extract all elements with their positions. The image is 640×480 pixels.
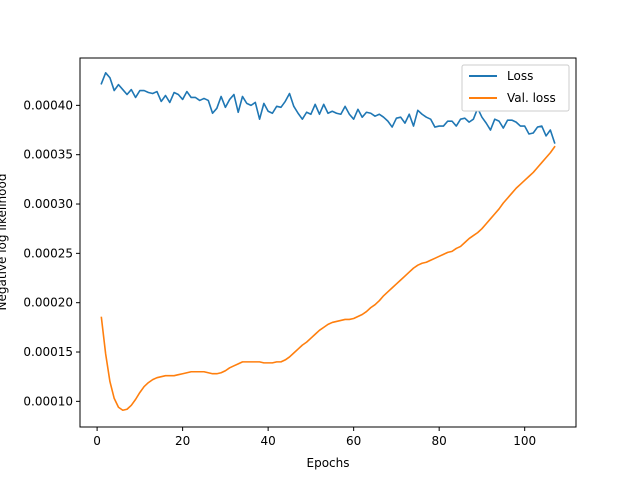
plot-area: [79, 57, 577, 428]
legend-label-val-loss: Val. loss: [507, 91, 556, 105]
x-tick-label: 0: [93, 434, 101, 448]
legend-label-loss: Loss: [507, 69, 533, 83]
y-tick-label: 0.00010: [23, 394, 73, 408]
x-tick-label: 20: [175, 434, 190, 448]
x-tick-label: 100: [513, 434, 536, 448]
y-tick-label: 0.00040: [23, 98, 73, 112]
series-line-val-loss: [100, 145, 556, 412]
y-tick-label: 0.00020: [23, 296, 73, 310]
y-axis-label: Negative log likelihood: [0, 174, 9, 311]
y-tick-label: 0.00030: [23, 197, 73, 211]
legend: Loss Val. loss: [461, 64, 570, 112]
y-tick-label: 0.00025: [23, 246, 73, 260]
x-tick-label: 60: [346, 434, 361, 448]
y-tick-label: 0.00035: [23, 148, 73, 162]
y-axis: 0.00010 0.00015 0.00020 0.00025 0.00030 0.000…: [23, 98, 80, 408]
x-axis: 0 20 40 60 80 100: [93, 427, 536, 448]
x-tick-label: 80: [432, 434, 447, 448]
x-tick-label: 40: [260, 434, 275, 448]
plot-frame: [79, 57, 577, 428]
y-tick-label: 0.00015: [23, 345, 73, 359]
x-axis-label: Epochs: [307, 456, 350, 470]
